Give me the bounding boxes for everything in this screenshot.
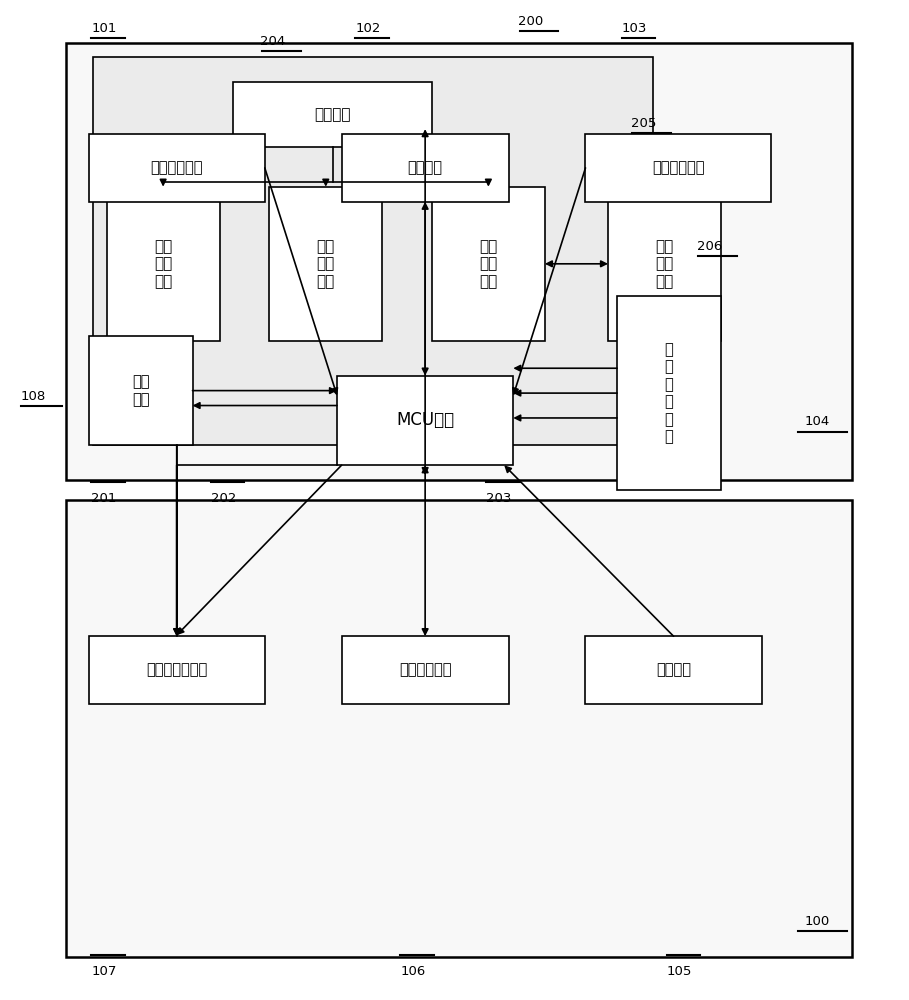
Bar <box>608 187 721 341</box>
Text: 继电器输出模块: 继电器输出模块 <box>146 663 207 678</box>
Text: 104: 104 <box>804 415 829 428</box>
Bar <box>88 636 265 704</box>
Bar <box>269 187 382 341</box>
Text: MCU模块: MCU模块 <box>396 411 454 429</box>
Bar <box>585 134 771 202</box>
Bar <box>93 57 654 445</box>
Text: 运行
监视
模块: 运行 监视 模块 <box>316 239 335 289</box>
Bar <box>337 376 514 465</box>
Bar <box>233 82 432 147</box>
Text: 204: 204 <box>260 35 285 48</box>
Text: 电源模块: 电源模块 <box>656 663 691 678</box>
Text: 200: 200 <box>518 15 543 28</box>
Text: 203: 203 <box>486 492 512 505</box>
Text: 206: 206 <box>696 240 722 253</box>
Text: 108: 108 <box>21 390 46 403</box>
Bar <box>432 187 544 341</box>
Text: 106: 106 <box>400 965 425 978</box>
Bar <box>88 336 193 445</box>
Text: 101: 101 <box>91 22 116 35</box>
Text: 102: 102 <box>355 22 381 35</box>
Bar <box>66 500 852 957</box>
Text: 电流检测模块: 电流检测模块 <box>151 160 203 175</box>
Text: 登陆界面: 登陆界面 <box>315 107 351 122</box>
Bar <box>106 187 220 341</box>
Text: 107: 107 <box>91 965 116 978</box>
Text: 图像
处理
模块: 图像 处理 模块 <box>655 239 674 289</box>
Text: 温
湿
度
传
感
器: 温 湿 度 传 感 器 <box>664 342 674 444</box>
Text: 故障
报警
模块: 故障 报警 模块 <box>479 239 497 289</box>
Bar <box>66 43 852 480</box>
Text: 电压检测模块: 电压检测模块 <box>652 160 704 175</box>
Text: 参数
设置
模块: 参数 设置 模块 <box>154 239 173 289</box>
Bar <box>342 134 509 202</box>
Text: 存储
模块: 存储 模块 <box>132 374 149 407</box>
Text: 103: 103 <box>622 22 647 35</box>
Text: 通信模块: 通信模块 <box>407 160 443 175</box>
Bar <box>617 296 721 490</box>
Text: 100: 100 <box>804 915 829 928</box>
Text: 105: 105 <box>667 965 692 978</box>
Bar <box>88 134 265 202</box>
Text: 201: 201 <box>91 492 116 505</box>
Text: 205: 205 <box>631 117 656 130</box>
Text: 图像采集模块: 图像采集模块 <box>399 663 452 678</box>
Bar <box>342 636 509 704</box>
Text: 202: 202 <box>211 492 236 505</box>
Bar <box>585 636 762 704</box>
